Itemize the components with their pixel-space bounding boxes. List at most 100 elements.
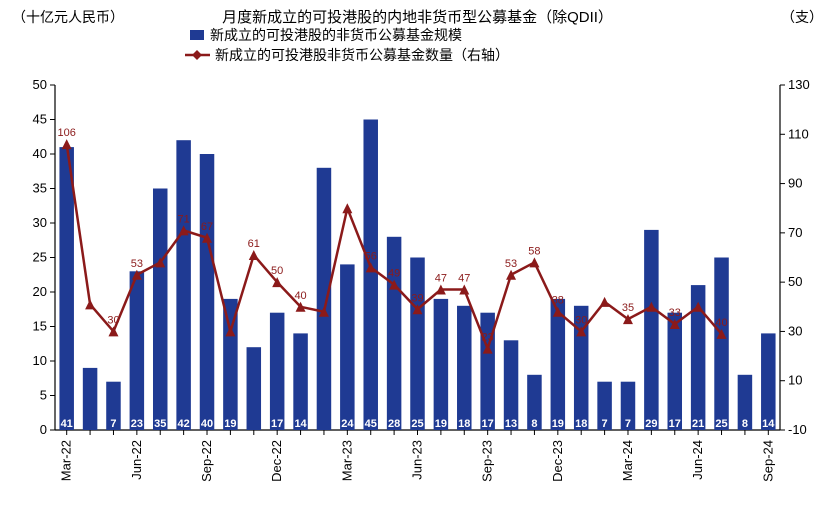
svg-text:Sep-22: Sep-22 xyxy=(199,440,214,482)
svg-text:41: 41 xyxy=(61,418,73,430)
svg-text:13: 13 xyxy=(505,418,517,430)
bar xyxy=(457,306,472,430)
chart-container: 月度新成立的可投港股的内地非货币型公募基金（除QDII） （十亿元人民币） （支） 新… xyxy=(0,0,835,508)
svg-text:0: 0 xyxy=(40,422,47,437)
bar xyxy=(363,120,378,431)
svg-text:28: 28 xyxy=(388,418,400,430)
svg-text:24: 24 xyxy=(341,418,354,430)
svg-text:18: 18 xyxy=(458,418,470,430)
chart-title: 月度新成立的可投港股的内地非货币型公募基金（除QDII） xyxy=(222,9,613,26)
svg-text:56: 56 xyxy=(365,250,377,262)
bar xyxy=(668,313,683,430)
svg-text:Jun-22: Jun-22 xyxy=(129,440,144,480)
svg-text:21: 21 xyxy=(692,418,704,430)
svg-text:新成立的可投港股非货币公募基金数量（右轴）: 新成立的可投港股非货币公募基金数量（右轴） xyxy=(215,47,509,63)
svg-text:5: 5 xyxy=(40,388,47,403)
bar xyxy=(153,189,168,431)
svg-text:50: 50 xyxy=(271,265,283,277)
svg-text:53: 53 xyxy=(505,258,517,270)
svg-text:110: 110 xyxy=(788,126,809,141)
svg-text:Dec-23: Dec-23 xyxy=(550,440,565,482)
svg-text:70: 70 xyxy=(788,225,802,240)
svg-text:14: 14 xyxy=(762,418,775,430)
svg-text:50: 50 xyxy=(33,77,47,92)
svg-text:47: 47 xyxy=(435,273,447,285)
svg-text:40: 40 xyxy=(715,317,727,329)
svg-text:30: 30 xyxy=(575,314,587,326)
svg-text:130: 130 xyxy=(788,77,810,92)
svg-text:53: 53 xyxy=(131,258,143,270)
svg-text:67: 67 xyxy=(201,221,213,233)
svg-text:19: 19 xyxy=(435,418,447,430)
svg-text:-10: -10 xyxy=(788,422,807,437)
svg-text:8: 8 xyxy=(531,418,537,430)
svg-text:23: 23 xyxy=(482,332,494,344)
svg-text:7: 7 xyxy=(625,418,631,430)
bar xyxy=(387,237,402,430)
svg-text:42: 42 xyxy=(178,418,190,430)
bar xyxy=(176,140,191,430)
bar xyxy=(270,313,285,430)
svg-text:30: 30 xyxy=(788,323,802,338)
svg-text:40: 40 xyxy=(294,290,306,302)
svg-text:33: 33 xyxy=(669,307,681,319)
svg-text:45: 45 xyxy=(33,112,47,127)
svg-text:10: 10 xyxy=(788,373,802,388)
bar xyxy=(317,168,332,430)
svg-text:30: 30 xyxy=(107,314,119,326)
svg-text:25: 25 xyxy=(715,418,727,430)
svg-text:7: 7 xyxy=(602,418,608,430)
svg-text:39: 39 xyxy=(411,292,423,304)
dual-axis-chart: 月度新成立的可投港股的内地非货币型公募基金（除QDII） （十亿元人民币） （支） 新… xyxy=(0,0,835,508)
svg-text:Jun-24: Jun-24 xyxy=(690,440,705,480)
svg-text:17: 17 xyxy=(669,418,681,430)
bar xyxy=(83,368,98,430)
svg-text:19: 19 xyxy=(224,418,236,430)
svg-text:30: 30 xyxy=(33,215,47,230)
svg-text:25: 25 xyxy=(33,250,47,265)
svg-text:Mar-24: Mar-24 xyxy=(620,440,635,481)
svg-text:38: 38 xyxy=(552,295,564,307)
svg-text:17: 17 xyxy=(271,418,283,430)
svg-text:18: 18 xyxy=(575,418,587,430)
svg-text:20: 20 xyxy=(33,284,47,299)
svg-text:35: 35 xyxy=(622,302,634,314)
bar xyxy=(130,271,145,430)
bar xyxy=(59,147,74,430)
svg-text:Mar-23: Mar-23 xyxy=(339,440,354,481)
bar xyxy=(340,264,355,430)
bar xyxy=(434,299,449,430)
svg-text:17: 17 xyxy=(482,418,494,430)
bar xyxy=(410,258,425,431)
bar xyxy=(293,333,308,430)
svg-text:新成立的可投港股的非货币公募基金规模: 新成立的可投港股的非货币公募基金规模 xyxy=(210,27,462,43)
svg-text:40: 40 xyxy=(201,418,213,430)
svg-text:47: 47 xyxy=(458,273,470,285)
bar xyxy=(551,299,566,430)
svg-text:61: 61 xyxy=(248,238,260,250)
svg-text:40: 40 xyxy=(33,146,47,161)
svg-text:50: 50 xyxy=(788,274,802,289)
bar xyxy=(761,333,776,430)
svg-text:106: 106 xyxy=(58,127,76,139)
svg-text:Dec-22: Dec-22 xyxy=(269,440,284,482)
svg-text:35: 35 xyxy=(33,181,47,196)
svg-text:10: 10 xyxy=(33,353,47,368)
svg-text:35: 35 xyxy=(154,418,166,430)
svg-text:49: 49 xyxy=(388,268,400,280)
svg-text:14: 14 xyxy=(294,418,307,430)
svg-text:90: 90 xyxy=(788,176,802,191)
unit-left: （十亿元人民币） xyxy=(12,9,124,25)
svg-text:Sep-24: Sep-24 xyxy=(760,440,775,482)
svg-text:58: 58 xyxy=(528,245,540,257)
unit-right: （支） xyxy=(781,9,823,25)
svg-text:71: 71 xyxy=(178,213,190,225)
bar xyxy=(504,340,519,430)
svg-text:7: 7 xyxy=(110,418,116,430)
svg-text:Sep-23: Sep-23 xyxy=(480,440,495,482)
svg-text:19: 19 xyxy=(552,418,564,430)
bar xyxy=(714,258,729,431)
svg-text:Mar-22: Mar-22 xyxy=(59,440,74,481)
bar xyxy=(644,230,659,430)
bar xyxy=(247,347,262,430)
